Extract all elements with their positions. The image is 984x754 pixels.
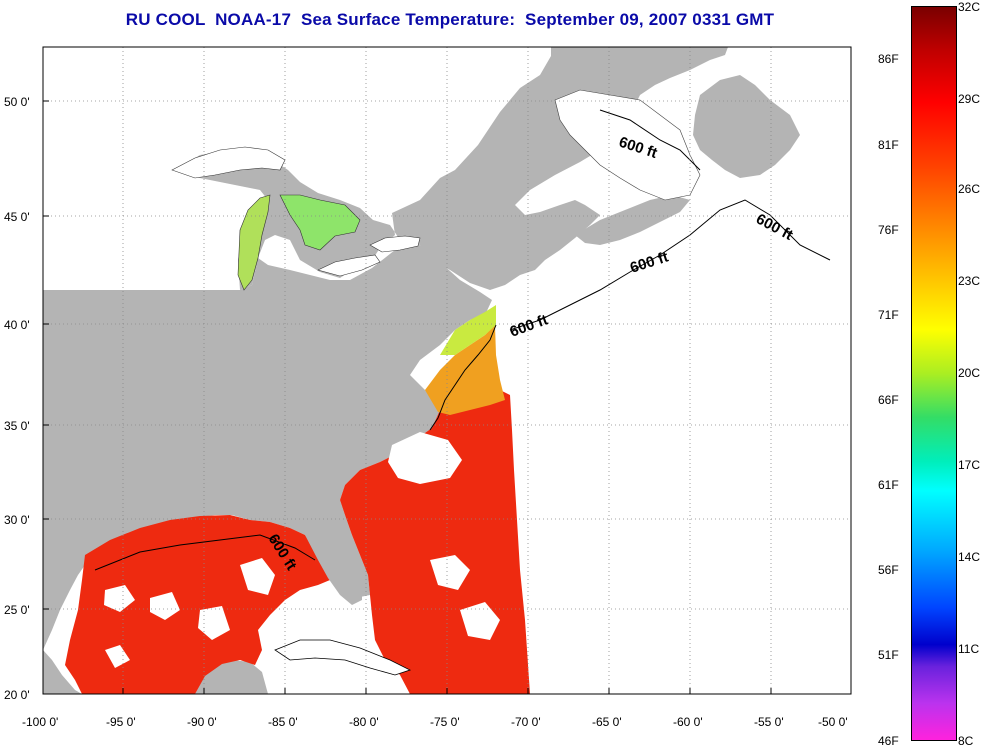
cloud-gulf-4	[105, 645, 130, 668]
land-mexico	[43, 650, 82, 694]
x-tick-label: -90 0'	[187, 715, 217, 729]
cloud-gulf-2	[150, 592, 180, 620]
colorbar-celsius-label: 32C	[958, 0, 981, 14]
lake-ontario	[369, 235, 421, 253]
colorbar-celsius-label: 29C	[958, 92, 981, 106]
contour-600ft-gulf	[94, 534, 316, 571]
lake-huron	[279, 194, 361, 251]
y-tick-label: 20 0'	[4, 688, 30, 702]
colorbar-celsius-label: 11C	[958, 642, 980, 656]
x-tick-label: -60 0'	[673, 715, 703, 729]
contour-600ft-shelf	[429, 324, 497, 431]
colorbar-fahrenheit-label: 51F	[878, 648, 899, 662]
colorbar-celsius-label: 14C	[958, 550, 981, 564]
x-tick-label: -75 0'	[430, 715, 460, 729]
land-us-east	[43, 245, 492, 650]
grid	[43, 47, 851, 694]
cloud-atlantic-1	[388, 432, 462, 484]
tick-marks	[42, 100, 852, 695]
land-florida	[305, 525, 362, 605]
sst-new-england-shelf	[440, 305, 496, 355]
x-tick-label: -55 0'	[754, 715, 784, 729]
contour-600ft-east	[509, 199, 831, 331]
lake-michigan	[237, 194, 271, 291]
sst-gulf-of-mexico	[65, 515, 330, 694]
map-title: RU COOL NOAA-17 Sea Surface Temperature:…	[125, 10, 775, 29]
colorbar-fahrenheit-label: 56F	[878, 563, 899, 577]
cloud-atlantic-3	[460, 602, 500, 640]
colorbar-fahrenheit-label: 86F	[878, 52, 899, 66]
x-tick-label: -70 0'	[511, 715, 541, 729]
x-tick-label: -50 0'	[818, 715, 848, 729]
colorbar-celsius-label: 17C	[958, 458, 981, 472]
contour-600ft-canada	[599, 109, 701, 171]
y-tick-label: 25 0'	[4, 603, 30, 617]
x-tick-label: -100 0'	[22, 715, 58, 729]
x-tick-label: -95 0'	[106, 715, 136, 729]
y-tick-label: 45 0'	[4, 210, 30, 224]
y-tick-label: 50 0'	[4, 95, 30, 109]
colorbar-celsius-label: 26C	[958, 182, 981, 196]
cloud-atlantic-2	[430, 555, 470, 590]
land-yucatan	[195, 660, 268, 694]
lake-erie	[317, 254, 381, 277]
land-nova-scotia	[575, 195, 690, 245]
x-tick-label: -65 0'	[592, 715, 622, 729]
colorbar-fahrenheit-label: 81F	[878, 138, 899, 152]
colorbar-fahrenheit-label: 46F	[878, 734, 899, 748]
cloud-gulf-1	[104, 585, 135, 612]
colorbar-celsius-label: 8C	[958, 734, 974, 748]
colorbar-celsius-label: 20C	[958, 366, 981, 380]
cloud-gulf-5	[198, 606, 230, 640]
cloud-gulf-3	[240, 558, 275, 595]
colorbar-fahrenheit-label: 66F	[878, 393, 899, 407]
lake-superior	[171, 146, 286, 179]
y-tick-label: 35 0'	[4, 419, 30, 433]
y-tick-label: 40 0'	[4, 318, 30, 332]
temperature-colorbar	[911, 6, 957, 741]
colorbar-celsius-label: 23C	[958, 274, 981, 288]
colorbar-fahrenheit-label: 76F	[878, 223, 899, 237]
colorbar-fahrenheit-label: 71F	[878, 308, 899, 322]
colorbar-fahrenheit-label: 61F	[878, 478, 899, 492]
x-tick-label: -85 0'	[268, 715, 298, 729]
cuba-outline	[274, 639, 412, 676]
y-tick-label: 30 0'	[4, 513, 30, 527]
x-tick-label: -80 0'	[349, 715, 379, 729]
